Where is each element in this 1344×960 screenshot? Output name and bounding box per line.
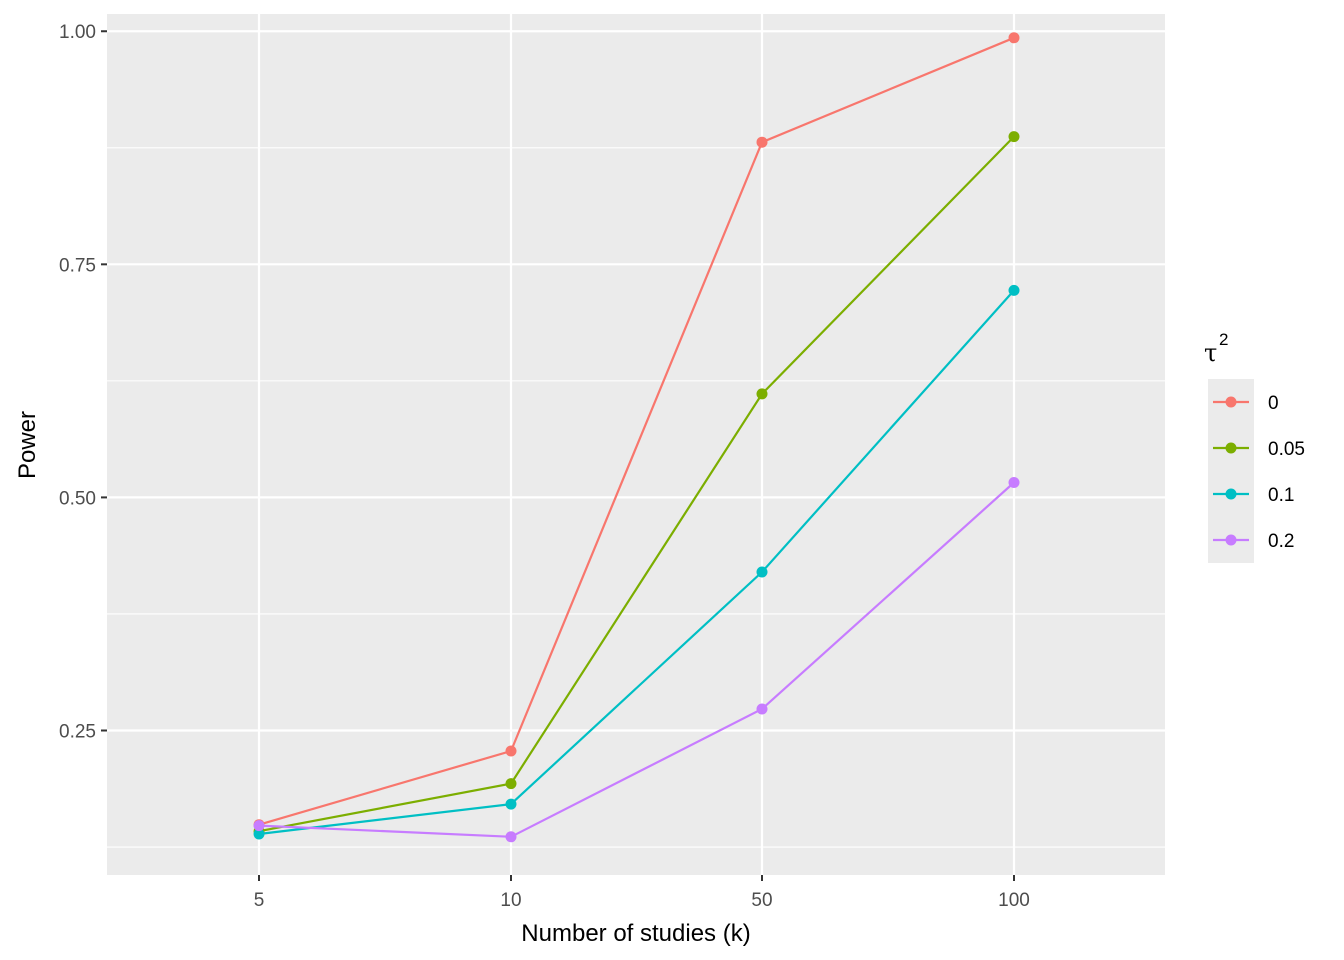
legend-label-0.2: 0.2	[1268, 531, 1294, 552]
x-tick-label: 50	[751, 890, 772, 911]
series-lines	[258, 36, 1015, 838]
legend-items: 0 0.05 0.1 0.2	[1213, 393, 1305, 552]
y-tick-label: 1.00	[59, 22, 96, 43]
x-tick-label: 5	[254, 890, 265, 911]
data-point-0.05-50	[756, 388, 768, 400]
data-point-0-50	[756, 136, 768, 148]
legend-title-superscript: 2	[1219, 330, 1228, 349]
y-tick-label: 0.25	[59, 721, 96, 742]
series-line-0.2	[258, 481, 1015, 838]
legend-key-point-0.05	[1225, 442, 1237, 454]
x-tick-label: 10	[500, 890, 521, 911]
data-point-0.2-5	[253, 820, 265, 832]
data-point-0.1-100	[1008, 284, 1020, 296]
legend-key-point-0.2	[1225, 534, 1237, 546]
x-axis-title: Number of studies (k)	[521, 920, 750, 947]
legend-label-0.1: 0.1	[1268, 485, 1294, 506]
y-axis-title: Power	[14, 411, 41, 479]
y-tick-label: 0.75	[59, 255, 96, 276]
x-tick-label: 100	[998, 890, 1030, 911]
legend-label-0.05: 0.05	[1268, 439, 1305, 460]
legend-key-point-0	[1225, 396, 1237, 408]
data-point-0.2-50	[756, 703, 768, 715]
series-line-0	[258, 36, 1015, 826]
legend-label-0: 0	[1268, 393, 1279, 414]
minor-gridlines	[107, 147, 1165, 848]
data-point-0-100	[1008, 32, 1020, 44]
series-line-0.05	[258, 135, 1015, 833]
major-gridlines	[107, 14, 1165, 875]
legend-key-background	[1208, 379, 1254, 563]
data-point-0.2-100	[1008, 477, 1020, 488]
data-point-0.05-100	[1008, 131, 1020, 143]
series-line-0.1	[258, 289, 1015, 836]
y-tick-label: 0.50	[59, 488, 96, 509]
legend-key-point-0.1	[1225, 488, 1237, 500]
data-point-0.2-10	[505, 831, 517, 843]
data-point-0-10	[505, 745, 517, 757]
y-axis: 0.25 0.50 0.75 1.00	[59, 22, 107, 742]
data-point-0.1-50	[756, 566, 768, 578]
data-point-0.1-10	[505, 798, 517, 810]
legend: τ 2 0 0.05 0.1 0.2	[1204, 330, 1305, 563]
x-axis: 5 10 50 100	[254, 875, 1030, 911]
series-points	[253, 32, 1020, 843]
legend-title: τ	[1204, 339, 1217, 367]
data-point-0.05-10	[505, 778, 517, 790]
data-point-0.1-5	[253, 828, 265, 840]
